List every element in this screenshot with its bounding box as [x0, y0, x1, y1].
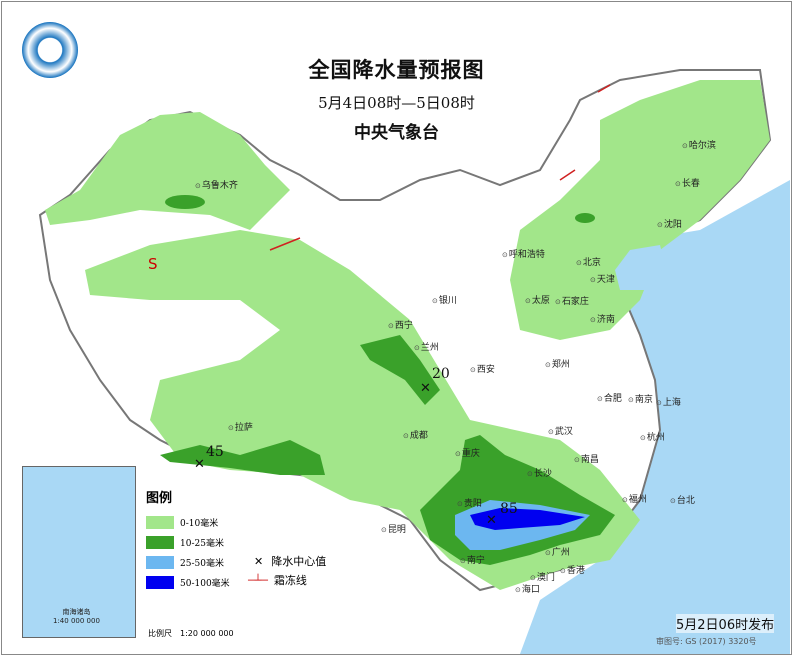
- city-label: 南宁: [460, 553, 485, 566]
- map-scale: 比例尺 1:20 000 000: [148, 629, 234, 638]
- sea: [520, 180, 790, 654]
- cma-logo-icon: [22, 22, 78, 78]
- city-label: 拉萨: [228, 420, 253, 433]
- city-label: 乌鲁木齐: [195, 178, 238, 191]
- city-label: 哈尔滨: [682, 138, 716, 151]
- city-label: 北京: [576, 255, 601, 268]
- city-label: 广州: [545, 545, 570, 558]
- rain-10-25-hebei: [575, 213, 595, 223]
- frost-line-icon: ─┴─: [248, 573, 268, 587]
- rain-0-10-northwest: [45, 112, 290, 230]
- special-label: S: [148, 255, 158, 273]
- legend: 图例 0-10毫米 10-25毫米 25-50毫米 50-100毫米: [146, 487, 346, 592]
- city-label: 南昌: [574, 452, 599, 465]
- city-label: 沈阳: [657, 217, 682, 230]
- city-label: 石家庄: [555, 294, 589, 307]
- legend-symbol-frost: ─┴─ 霜冻线: [248, 573, 307, 588]
- city-label: 贵阳: [457, 496, 482, 509]
- legend-item: 10-25毫米: [146, 532, 346, 552]
- city-label: 西宁: [388, 318, 413, 331]
- city-label: 南京: [628, 392, 653, 405]
- city-label: 澳门: [530, 570, 555, 583]
- city-label: 杭州: [640, 430, 665, 443]
- city-label: 武汉: [548, 424, 573, 437]
- rain-10-25-northwest: [360, 335, 440, 405]
- city-label: 香港: [560, 563, 585, 576]
- city-label: 福州: [622, 492, 647, 505]
- legend-title: 图例: [146, 491, 173, 506]
- center-value: 20: [432, 366, 450, 382]
- legend-item: 50-100毫米: [146, 572, 346, 592]
- city-label: 重庆: [455, 446, 480, 459]
- rain-10-25-xinjiang: [165, 195, 205, 209]
- city-label: 银川: [432, 293, 457, 306]
- city-label: 海口: [515, 582, 540, 595]
- map-title: 全国降水量预报图: [308, 58, 485, 82]
- center-value: 85: [500, 501, 518, 517]
- city-label: 呼和浩特: [502, 247, 545, 260]
- legend-symbol-center: ✕ 降水中心值: [254, 554, 327, 569]
- south-china-sea-inset: 南海诸岛 1:40 000 000: [22, 466, 136, 638]
- x-mark-icon: ✕: [486, 513, 497, 528]
- city-label: 郑州: [545, 357, 570, 370]
- bohai-sea: [615, 245, 665, 290]
- x-mark-icon: ✕: [420, 381, 431, 396]
- x-mark-icon: ✕: [194, 457, 205, 472]
- city-label: 上海: [656, 395, 681, 408]
- approval-number: 审图号: GS (2017) 3320号: [656, 637, 757, 646]
- city-label: 济南: [590, 312, 615, 325]
- legend-item: 25-50毫米: [146, 552, 346, 572]
- city-label: 天津: [590, 272, 615, 285]
- city-label: 长沙: [527, 466, 552, 479]
- issuer: 中央气象台: [354, 123, 439, 143]
- city-label: 长春: [675, 176, 700, 189]
- city-label: 西安: [470, 362, 495, 375]
- city-label: 昆明: [381, 522, 406, 535]
- issue-time: 5月2日06时发布: [676, 614, 775, 633]
- x-mark-icon: ✕: [254, 554, 264, 568]
- inset-label: 南海诸岛 1:40 000 000: [53, 608, 100, 625]
- frost-line: [269, 84, 611, 251]
- rain-10-25-tibet: [160, 440, 325, 475]
- legend-item: 0-10毫米: [146, 512, 346, 532]
- city-label: 合肥: [597, 391, 622, 404]
- center-value: 45: [206, 444, 224, 460]
- city-label: 台北: [670, 493, 695, 506]
- city-label: 兰州: [414, 340, 439, 353]
- forecast-period: 5月4日08时—5日08时: [318, 94, 475, 112]
- rain-50-100: [470, 508, 585, 530]
- city-label: 太原: [525, 293, 550, 306]
- city-label: 成都: [403, 428, 428, 441]
